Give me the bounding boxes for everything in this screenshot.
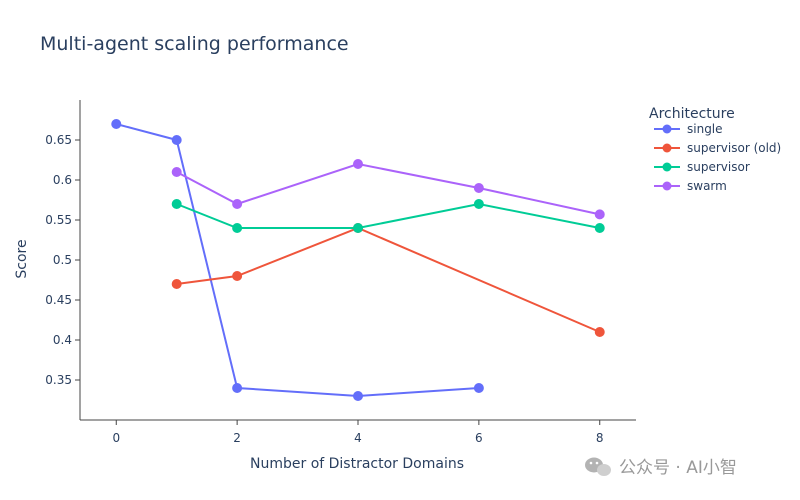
- series-single: [111, 119, 484, 401]
- plot-area: 0 2 4 6 8 0.35 0.4 0.45 0.5 0.55 0.6 0.65: [45, 100, 636, 445]
- data-point[interactable]: [353, 159, 363, 169]
- legend-item[interactable]: supervisor (old): [654, 141, 781, 155]
- legend-marker: [662, 124, 672, 134]
- y-axis-title: Score: [14, 239, 30, 278]
- data-point[interactable]: [353, 391, 363, 401]
- x-tick-label: 6: [475, 431, 483, 445]
- y-tick-label: 0.35: [45, 373, 72, 387]
- legend-item[interactable]: single: [654, 122, 723, 136]
- data-point[interactable]: [171, 279, 182, 289]
- legend-label: single: [687, 122, 723, 136]
- legend-item[interactable]: supervisor: [654, 160, 750, 174]
- watermark-text: 公众号 · AI小智: [619, 458, 737, 478]
- y-tick-label: 0.45: [45, 293, 72, 307]
- x-tick-label: 4: [354, 431, 362, 445]
- series-swarm: [171, 159, 605, 220]
- wechat-icon: [585, 457, 611, 476]
- y-tick-label: 0.6: [53, 173, 72, 187]
- series-supervisor-old: [171, 223, 605, 337]
- x-tick-label: 0: [112, 431, 120, 445]
- legend-title: Architecture: [649, 106, 735, 122]
- legend-marker: [662, 162, 672, 172]
- data-point[interactable]: [232, 223, 243, 233]
- data-point[interactable]: [473, 383, 484, 393]
- x-tick-label: 2: [233, 431, 241, 445]
- data-point[interactable]: [111, 119, 122, 129]
- watermark: 公众号 · AI小智: [585, 457, 737, 478]
- data-point[interactable]: [171, 167, 182, 177]
- series-supervisor: [171, 199, 605, 233]
- series-line: [176, 226, 601, 333]
- data-point[interactable]: [171, 135, 182, 145]
- y-tick-label: 0.65: [45, 133, 72, 147]
- legend-item[interactable]: swarm: [654, 179, 727, 193]
- legend-label: supervisor (old): [687, 141, 781, 155]
- legend-marker: [662, 143, 672, 153]
- series-line: [116, 123, 479, 398]
- data-point[interactable]: [594, 327, 605, 337]
- legend-marker: [662, 181, 672, 191]
- x-axis-title: Number of Distractor Domains: [250, 456, 464, 472]
- y-tick-label: 0.4: [53, 333, 72, 347]
- y-tick-label: 0.55: [45, 213, 72, 227]
- data-point[interactable]: [594, 223, 605, 233]
- legend[interactable]: Architecture single supervisor (old) super…: [649, 106, 781, 193]
- data-point[interactable]: [594, 209, 605, 220]
- data-point[interactable]: [473, 183, 484, 193]
- data-point[interactable]: [473, 199, 484, 209]
- legend-label: swarm: [687, 179, 727, 193]
- y-tick-label: 0.5: [53, 253, 72, 267]
- legend-label: supervisor: [687, 160, 750, 174]
- data-point[interactable]: [232, 271, 243, 281]
- chart-title: Multi-agent scaling performance: [40, 33, 349, 55]
- data-point[interactable]: [232, 199, 243, 209]
- x-tick-label: 8: [596, 431, 604, 445]
- data-point[interactable]: [171, 199, 182, 209]
- data-point[interactable]: [232, 383, 243, 393]
- data-point[interactable]: [353, 223, 363, 233]
